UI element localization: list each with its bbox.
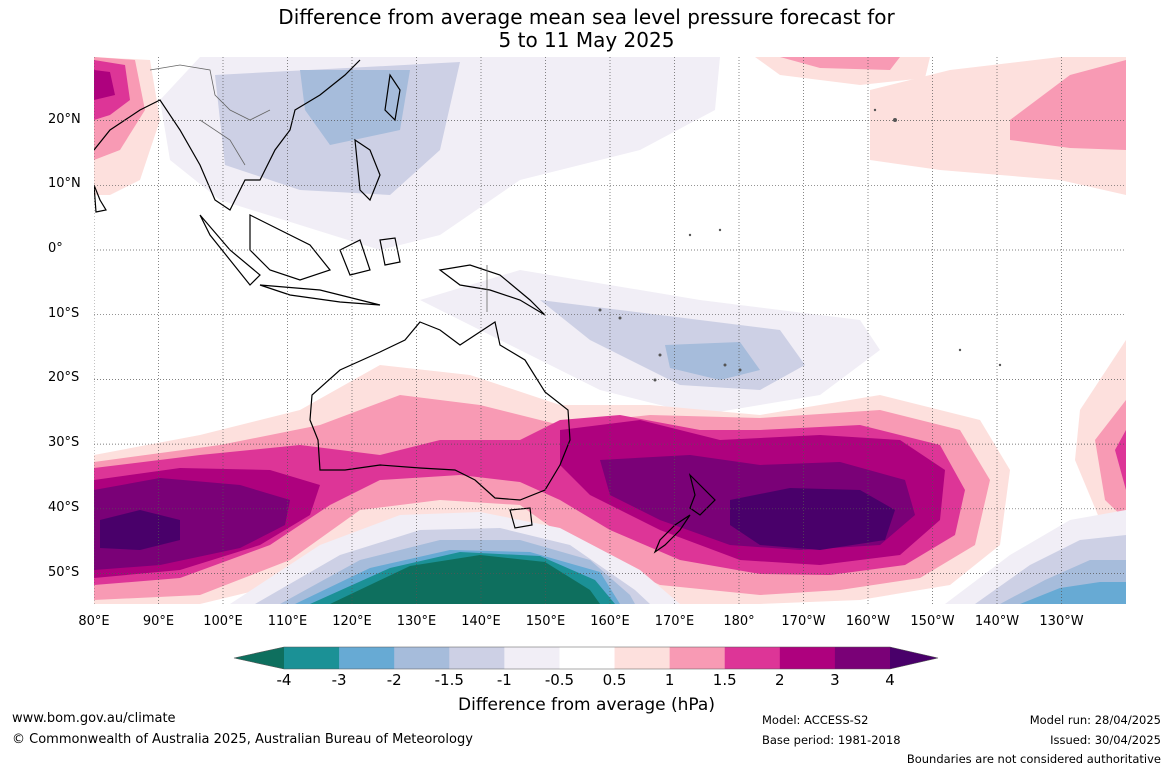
longitude-label: 170°E xyxy=(654,614,695,629)
longitude-label: 80°E xyxy=(78,614,110,629)
latitude-label: 0° xyxy=(48,241,63,256)
footer-disclaimer: Boundaries are not considered authoritat… xyxy=(906,752,1161,766)
colorbar-swatch xyxy=(724,647,781,669)
colorbar-tick-label: 4 xyxy=(885,671,895,689)
longitude-label: 180° xyxy=(723,614,755,629)
colorbar-outline xyxy=(233,646,939,670)
colorbar-swatch xyxy=(449,647,505,669)
colorbar-tick-label: 3 xyxy=(830,671,840,689)
pacific-islands xyxy=(598,108,1002,382)
longitude-label: 160°W xyxy=(845,614,891,629)
colorbar-swatch xyxy=(394,647,450,669)
footer-issued: Issued: 30/04/2025 xyxy=(1050,733,1161,747)
colorbar-swatch xyxy=(779,647,836,669)
footer-copyright: © Commonwealth of Australia 2025, Austra… xyxy=(12,732,473,747)
map-title-line-1: Difference from average mean sea level p… xyxy=(278,5,895,29)
longitude-label: 100°E xyxy=(203,614,243,629)
colorbar-swatch xyxy=(669,647,726,669)
colorbar-swatch xyxy=(559,647,616,669)
asia-coastline xyxy=(94,59,361,211)
latitude-label: 20°S xyxy=(48,370,80,386)
country-boundaries xyxy=(149,64,488,312)
longitude-label: 90°E xyxy=(142,614,175,629)
longitude-label: 150°E xyxy=(525,614,566,629)
longitude-label: 150°W xyxy=(910,614,955,629)
colorbar-swatch xyxy=(339,647,395,669)
footer-url: www.bom.gov.au/climate xyxy=(12,711,176,726)
footer-model: Model: ACCESS-S2 xyxy=(762,713,869,727)
colorbar-swatch xyxy=(284,647,340,669)
australia-coastline xyxy=(309,321,571,501)
colorbar-swatch xyxy=(834,647,891,669)
longitude-label: 160°E xyxy=(590,614,630,629)
colorbar-label: Difference from average (hPa) xyxy=(458,695,715,715)
colorbar-swatch xyxy=(504,647,560,669)
latitude-label: 50°S xyxy=(48,564,80,580)
colorbar xyxy=(233,646,939,670)
coastlines xyxy=(94,59,716,554)
longitude-label: 110°E xyxy=(267,614,308,629)
colorbar-swatch xyxy=(614,647,671,669)
graticule xyxy=(94,57,1126,604)
colorbar-tick-label: 2 xyxy=(775,671,785,689)
colorbar-tick-label: -0.5 xyxy=(544,671,575,689)
colorbar-extend-low xyxy=(234,647,284,669)
longitude-label: 130°E xyxy=(396,614,437,629)
footer-base-period: Base period: 1981-2018 xyxy=(762,733,901,747)
new-zealand-coastline xyxy=(653,473,716,554)
longitude-label: 120°E xyxy=(332,614,372,629)
colorbar-tick-label: 1.5 xyxy=(712,671,737,689)
colorbar-tick-label: 0.5 xyxy=(602,671,627,689)
colorbar-tick-label: -1 xyxy=(496,671,512,689)
colorbar-tick-label: 1 xyxy=(664,671,675,689)
colorbar-tick-label: -2 xyxy=(386,671,402,689)
latitude-label: 30°S xyxy=(48,435,80,451)
latitude-label: 10°N xyxy=(48,176,81,192)
longitude-label: 170°W xyxy=(781,614,826,629)
map-title-line-2: 5 to 11 May 2025 xyxy=(498,28,675,52)
colorbar-tick-label: -4 xyxy=(276,671,292,689)
colorbar-tick-label: -3 xyxy=(331,671,347,689)
longitude-label: 130°W xyxy=(1039,614,1084,629)
colorbar-tick-label: -1.5 xyxy=(434,671,464,689)
longitude-label: 140°E xyxy=(461,614,501,629)
colorbar-extend-high xyxy=(890,647,938,669)
latitude-label: 40°S xyxy=(48,499,80,515)
latitude-label: 20°N xyxy=(48,111,81,127)
latitude-label: 10°S xyxy=(48,305,80,321)
anomaly-field xyxy=(94,57,1126,604)
longitude-label: 140°W xyxy=(974,614,1020,629)
footer-model-run: Model run: 28/04/2025 xyxy=(1029,713,1161,727)
